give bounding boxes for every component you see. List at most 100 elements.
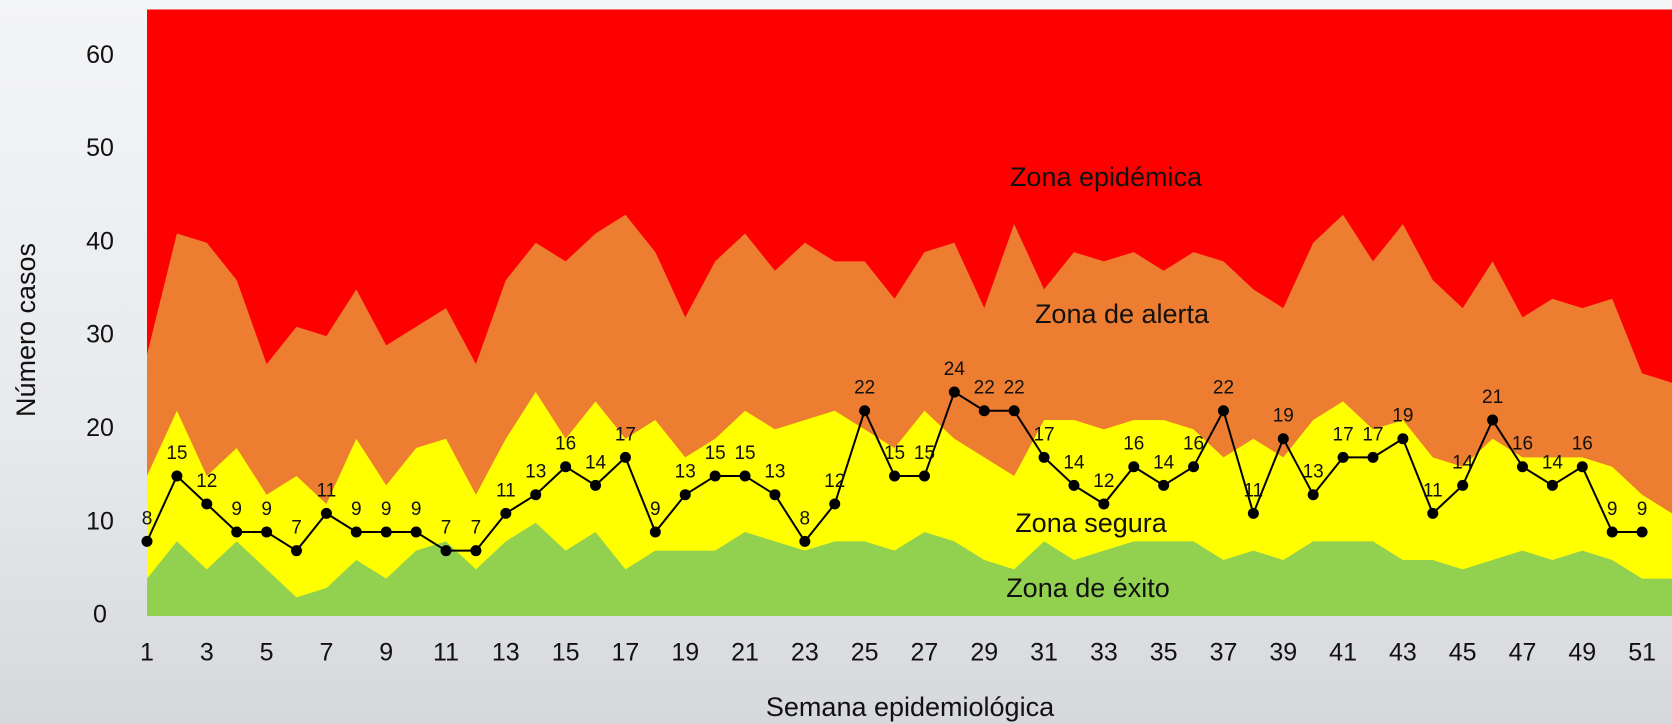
cases-point	[709, 470, 721, 482]
data-label: 14	[1153, 452, 1175, 473]
cases-point	[410, 526, 422, 538]
cases-point	[1606, 526, 1618, 538]
cases-point	[320, 507, 332, 519]
data-label: 22	[1004, 378, 1025, 399]
data-label: 14	[1063, 452, 1085, 473]
x-tick-label: 51	[1628, 639, 1656, 667]
y-axis-title: Número casos	[11, 243, 41, 417]
data-label: 16	[1572, 434, 1593, 455]
x-tick-label: 35	[1150, 639, 1178, 667]
cases-point	[918, 470, 930, 482]
cases-point	[1247, 507, 1259, 519]
x-tick-label: 45	[1449, 639, 1477, 667]
x-tick-label: 7	[319, 639, 333, 667]
cases-point	[1397, 433, 1409, 445]
data-label: 9	[261, 499, 272, 520]
data-label: 9	[1637, 499, 1648, 520]
data-label: 13	[525, 462, 546, 483]
data-label: 15	[734, 443, 755, 464]
cases-point	[1307, 489, 1319, 501]
data-label: 14	[585, 452, 607, 473]
zone-label: Zona de alerta	[1035, 299, 1210, 329]
y-tick-label: 40	[86, 227, 114, 255]
data-label: 14	[1452, 452, 1474, 473]
y-tick-label: 60	[86, 41, 114, 69]
data-label: 21	[1482, 387, 1503, 408]
data-label: 8	[142, 508, 153, 529]
cases-point	[948, 386, 960, 398]
cases-point	[1277, 433, 1289, 445]
data-label: 14	[1542, 452, 1564, 473]
data-label: 9	[1607, 499, 1618, 520]
x-tick-label: 21	[731, 639, 759, 667]
cases-point	[1546, 479, 1558, 491]
x-tick-label: 25	[851, 639, 879, 667]
x-tick-label: 27	[911, 639, 939, 667]
data-label: 11	[1244, 480, 1264, 501]
cases-point	[350, 526, 362, 538]
data-label: 11	[496, 480, 516, 501]
x-tick-label: 33	[1090, 639, 1118, 667]
data-label: 13	[1303, 462, 1324, 483]
cases-point	[380, 526, 392, 538]
y-tick-label: 10	[86, 507, 114, 535]
x-tick-label: 11	[433, 639, 459, 667]
data-label: 9	[411, 499, 422, 520]
data-label: 17	[1333, 424, 1354, 445]
cases-point	[291, 545, 303, 557]
data-label: 11	[1423, 480, 1443, 501]
data-label: 7	[291, 518, 302, 539]
x-tick-label: 49	[1568, 639, 1596, 667]
cases-point	[500, 507, 512, 519]
x-tick-label: 17	[612, 639, 640, 667]
x-tick-label: 1	[140, 639, 154, 667]
cases-point	[679, 489, 691, 501]
data-label: 15	[884, 443, 905, 464]
zone-label: Zona segura	[1015, 508, 1168, 538]
data-label: 8	[800, 508, 811, 529]
data-label: 16	[1183, 434, 1204, 455]
x-tick-label: 3	[200, 639, 214, 667]
cases-point	[1636, 526, 1648, 538]
x-tick-label: 31	[1030, 639, 1058, 667]
x-tick-label: 43	[1389, 639, 1417, 667]
cases-point	[201, 498, 213, 510]
x-tick-label: 39	[1269, 639, 1297, 667]
cases-point	[649, 526, 661, 538]
data-label: 19	[1392, 406, 1413, 427]
data-label: 9	[650, 499, 661, 520]
data-label: 16	[1123, 434, 1144, 455]
cases-point	[1188, 461, 1200, 473]
y-tick-label: 30	[86, 321, 114, 349]
cases-point	[889, 470, 901, 482]
data-label: 9	[231, 499, 242, 520]
cases-point	[978, 405, 990, 417]
data-label: 11	[317, 480, 337, 501]
cases-point	[171, 470, 183, 482]
cases-point	[1008, 405, 1020, 417]
y-tick-label: 20	[86, 414, 114, 442]
cases-point	[1516, 461, 1528, 473]
x-tick-label: 47	[1509, 639, 1537, 667]
y-tick-label: 0	[93, 601, 107, 629]
cases-point	[799, 535, 811, 547]
cases-point	[141, 535, 153, 547]
cases-point	[619, 451, 631, 463]
cases-point	[1576, 461, 1588, 473]
data-label: 24	[944, 359, 966, 380]
cases-point	[530, 489, 542, 501]
cases-point	[590, 479, 602, 491]
x-tick-label: 41	[1329, 639, 1357, 667]
data-label: 22	[854, 378, 875, 399]
data-label: 17	[1362, 424, 1383, 445]
data-label: 16	[555, 434, 576, 455]
cases-point	[1487, 414, 1499, 426]
zone-label: Zona de éxito	[1006, 573, 1170, 603]
x-tick-label: 13	[492, 639, 520, 667]
data-label: 22	[974, 378, 995, 399]
x-tick-label: 15	[552, 639, 580, 667]
cases-point	[859, 405, 871, 417]
cases-point	[739, 470, 751, 482]
data-label: 19	[1273, 406, 1294, 427]
